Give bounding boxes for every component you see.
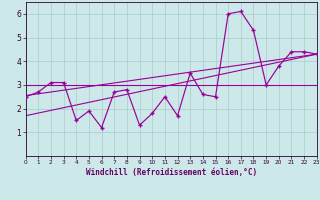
X-axis label: Windchill (Refroidissement éolien,°C): Windchill (Refroidissement éolien,°C) [86, 168, 257, 177]
